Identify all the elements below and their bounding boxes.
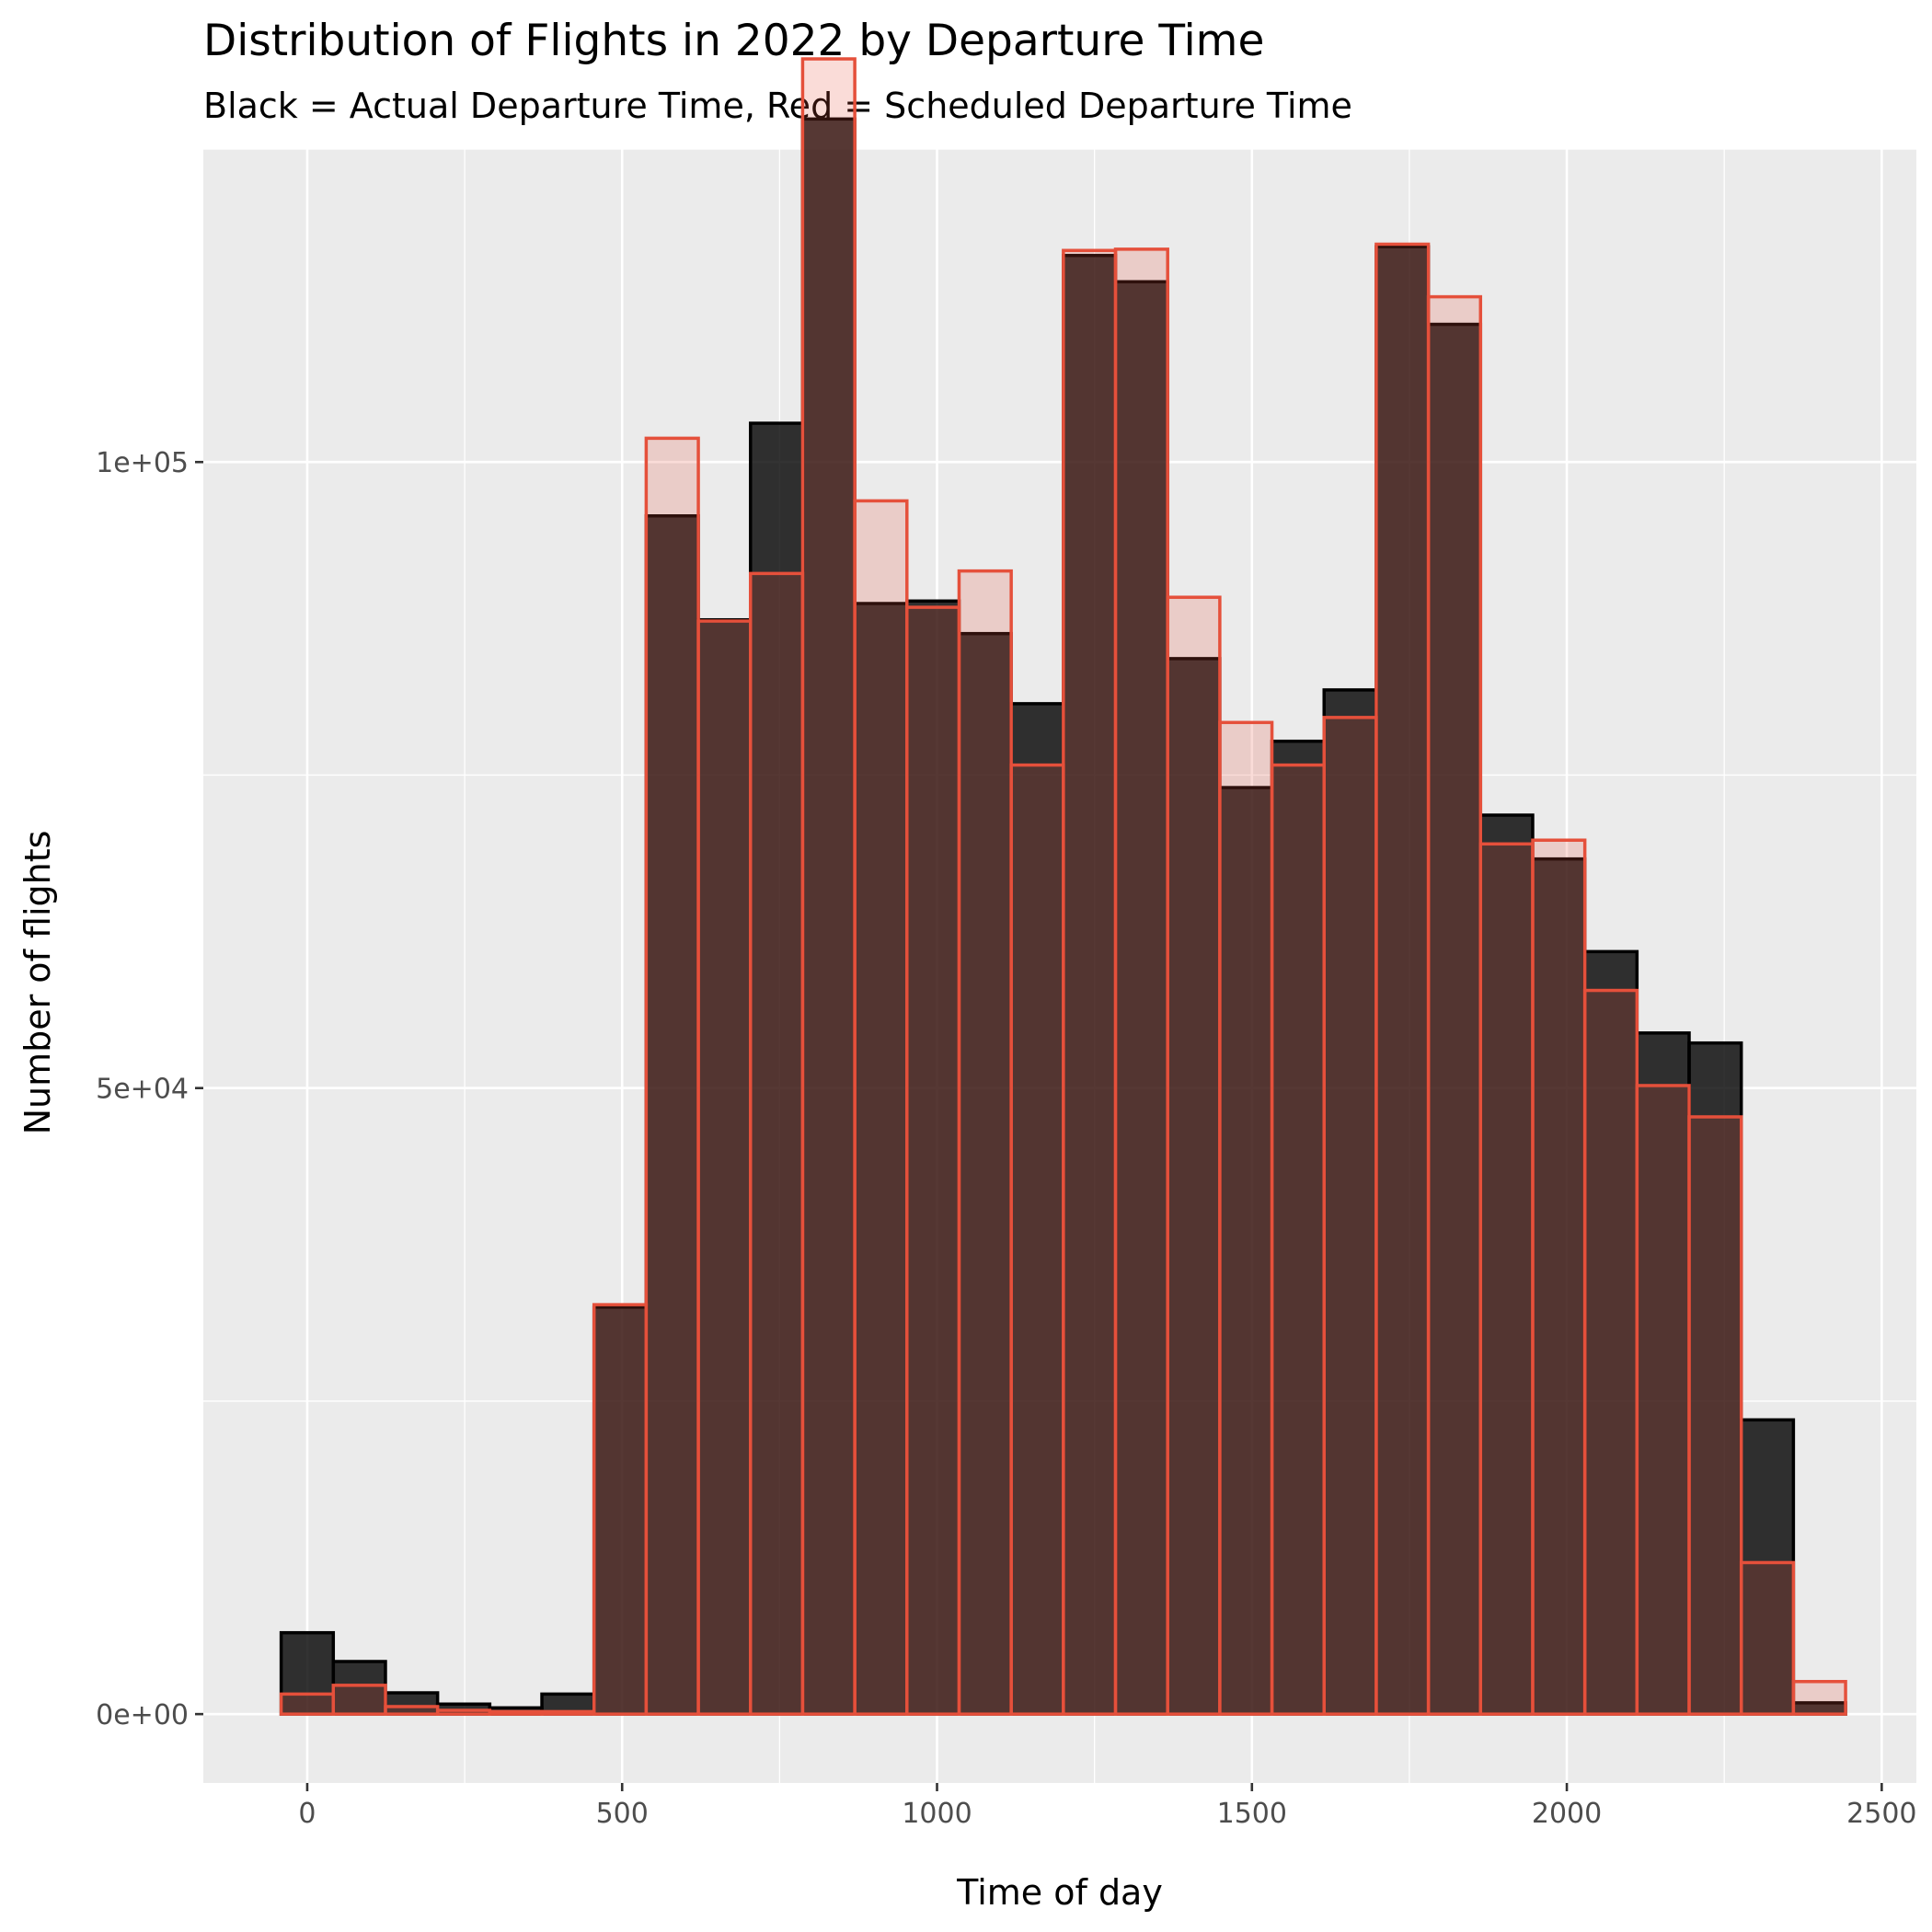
scheduled-bar bbox=[696, 619, 753, 1716]
scheduled-bar bbox=[1062, 248, 1118, 1716]
scheduled-bar bbox=[435, 1708, 492, 1716]
y-tick-label: 0e+00 bbox=[96, 1699, 189, 1731]
scheduled-bar bbox=[748, 571, 805, 1716]
scheduled-bar bbox=[1218, 720, 1274, 1716]
x-tick-label: 500 bbox=[596, 1798, 649, 1830]
scheduled-bar bbox=[331, 1684, 387, 1716]
x-tick-label: 2000 bbox=[1532, 1798, 1602, 1830]
scheduled-bar bbox=[592, 1303, 649, 1716]
scheduled-departure-bars bbox=[279, 57, 1847, 1716]
scheduled-bar bbox=[1739, 1560, 1796, 1716]
x-axis: 0 500 1000 1500 2000 2500 bbox=[298, 1783, 1917, 1830]
scheduled-bar bbox=[1374, 242, 1431, 1716]
scheduled-bar bbox=[540, 1709, 596, 1716]
scheduled-bar bbox=[1531, 838, 1587, 1716]
scheduled-bar bbox=[1166, 595, 1222, 1716]
scheduled-bar bbox=[279, 1692, 336, 1716]
scheduled-bar bbox=[1582, 988, 1639, 1716]
x-tick-label: 0 bbox=[298, 1798, 316, 1830]
y-axis: 0e+00 5e+04 1e+05 bbox=[96, 447, 203, 1731]
scheduled-bar bbox=[1270, 763, 1326, 1716]
actual-bar bbox=[331, 1660, 387, 1716]
actual-bar bbox=[1270, 739, 1326, 1716]
scheduled-bar bbox=[1113, 247, 1169, 1716]
x-axis-title: Time of day bbox=[956, 1872, 1163, 1913]
y-tick-label: 5e+04 bbox=[96, 1074, 189, 1106]
chart-subtitle: Black = Actual Departure Time, Red = Sch… bbox=[203, 86, 1352, 126]
scheduled-bar bbox=[488, 1709, 544, 1716]
scheduled-bar bbox=[957, 569, 1013, 1716]
actual-bar bbox=[1635, 1031, 1691, 1716]
scheduled-bar bbox=[1322, 716, 1378, 1716]
x-tick-label: 1500 bbox=[1217, 1798, 1287, 1830]
scheduled-bar bbox=[1791, 1680, 1847, 1716]
scheduled-bar bbox=[644, 436, 700, 1716]
chart-title: Distribution of Flights in 2022 by Depar… bbox=[203, 16, 1264, 66]
scheduled-bar bbox=[384, 1705, 440, 1716]
scheduled-bar bbox=[1687, 1115, 1743, 1716]
scheduled-bar bbox=[1426, 294, 1483, 1716]
scheduled-bar bbox=[905, 605, 961, 1716]
scheduled-bar bbox=[853, 499, 909, 1716]
x-tick-label: 1000 bbox=[902, 1798, 972, 1830]
scheduled-bar bbox=[1009, 763, 1065, 1716]
scheduled-bar bbox=[800, 57, 857, 1716]
actual-bar bbox=[748, 421, 805, 1716]
scheduled-bar bbox=[1478, 842, 1535, 1716]
y-tick-label: 1e+05 bbox=[96, 447, 189, 479]
actual-bar bbox=[1113, 280, 1169, 1716]
actual-bar bbox=[1374, 245, 1431, 1716]
actual-bar bbox=[1062, 253, 1118, 1716]
y-axis-title: Number of flights bbox=[17, 831, 58, 1135]
x-tick-label: 2500 bbox=[1846, 1798, 1916, 1830]
scheduled-bar bbox=[1635, 1084, 1691, 1716]
